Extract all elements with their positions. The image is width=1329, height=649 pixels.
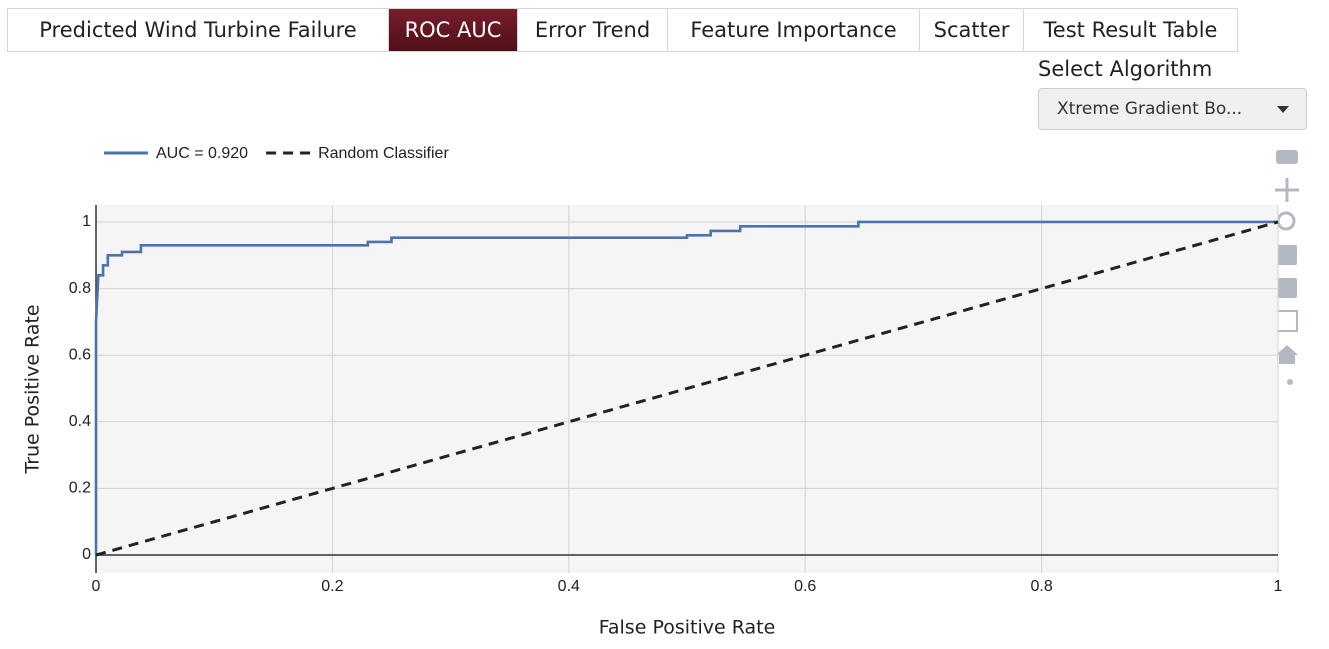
y-tick-label: 0.4 bbox=[69, 413, 91, 430]
y-tick-label: 0.8 bbox=[69, 280, 91, 297]
select-label: Select Algorithm bbox=[1038, 57, 1213, 81]
tab[interactable]: Predicted Wind Turbine Failure bbox=[7, 8, 389, 52]
tab-bar: Predicted Wind Turbine Failure ROC AUC Err… bbox=[7, 8, 1238, 52]
x-tick-label: 0.6 bbox=[794, 578, 816, 595]
tab[interactable]: ROC AUC bbox=[388, 8, 518, 52]
x-tick-label: 0.4 bbox=[558, 578, 580, 595]
autoscale-icon bbox=[1276, 310, 1298, 332]
y-tick-label: 1 bbox=[82, 213, 91, 230]
zoom-in-icon bbox=[1277, 245, 1297, 265]
x-tick-label: 0.8 bbox=[1030, 578, 1052, 595]
spike-icon bbox=[1287, 379, 1293, 385]
reset-icon bbox=[1276, 345, 1298, 364]
x-tick-label: 1 bbox=[1274, 578, 1283, 595]
x-tick-label: 0 bbox=[92, 578, 101, 595]
legend-label: Random Classifier bbox=[318, 145, 449, 162]
y-tick-label: 0 bbox=[82, 546, 91, 563]
algorithm-dropdown[interactable]: Xtreme Gradient Bo... bbox=[1038, 88, 1307, 130]
dropdown-value: Xtreme Gradient Bo... bbox=[1057, 99, 1243, 119]
zoom-icon bbox=[1276, 211, 1296, 231]
tab[interactable]: Feature Importance bbox=[667, 8, 920, 52]
dropdown-arrow bbox=[1277, 106, 1289, 113]
y-tick-label: 0.6 bbox=[69, 346, 91, 363]
x-tick-label: 0.2 bbox=[321, 578, 343, 595]
modebar bbox=[1275, 150, 1299, 385]
tab[interactable]: Test Result Table bbox=[1023, 8, 1238, 52]
pan-icon bbox=[1275, 178, 1299, 202]
tab[interactable]: Scatter bbox=[919, 8, 1024, 52]
zoom-out-icon bbox=[1277, 278, 1297, 298]
line-series bbox=[95, 220, 1279, 557]
legend-label: AUC = 0.920 bbox=[156, 145, 248, 162]
y-tick-label: 0.2 bbox=[69, 480, 91, 497]
y-axis-title: True Positive Rate bbox=[22, 304, 44, 474]
camera-icon bbox=[1276, 150, 1298, 164]
x-axis-title: False Positive Rate bbox=[599, 617, 776, 639]
plot-area bbox=[96, 205, 1278, 573]
tab[interactable]: Error Trend bbox=[517, 8, 668, 52]
line-series bbox=[94, 220, 1278, 556]
